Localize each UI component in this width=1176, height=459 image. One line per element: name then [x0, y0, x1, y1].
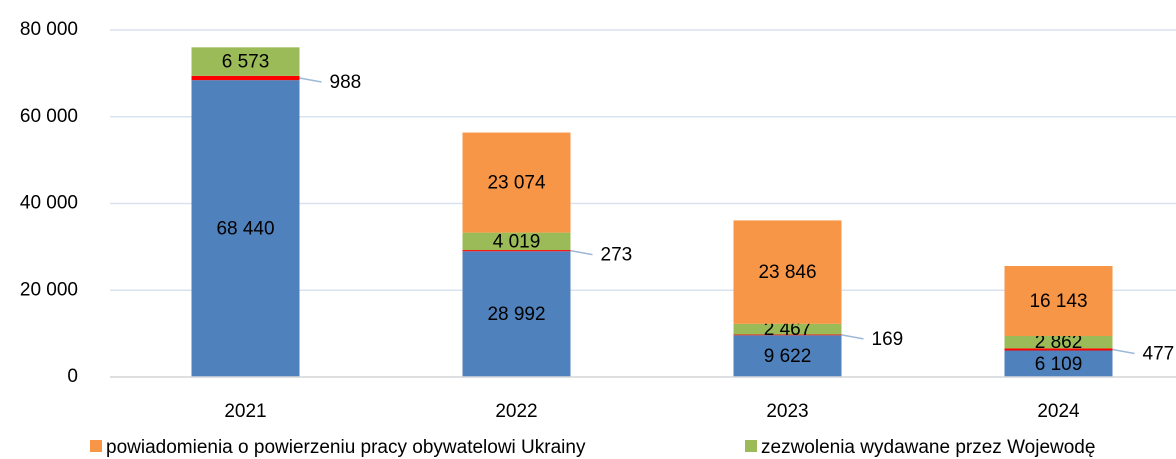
legend-label: zezwolenia wydawane przez Wojewodę — [761, 437, 1095, 458]
x-tick-label: 2021 — [224, 401, 266, 422]
data-label: 6 109 — [1035, 354, 1083, 375]
data-label: 23 846 — [758, 262, 816, 283]
bar-segment — [733, 334, 842, 336]
data-label: 4 019 — [493, 231, 541, 252]
leader-line — [570, 249, 593, 256]
legend-swatch — [90, 440, 102, 452]
legend-swatch — [745, 440, 757, 452]
bar-segment — [462, 232, 571, 251]
x-tick-label: 2023 — [766, 401, 808, 422]
data-label: 2 467 — [764, 319, 812, 340]
data-label: 2 862 — [1035, 332, 1083, 353]
bar-segment — [733, 335, 842, 377]
bar-segment — [191, 80, 300, 377]
bar-segment — [462, 250, 571, 252]
bar-segment — [191, 47, 300, 76]
data-label: 9 622 — [764, 346, 812, 367]
bar-segment — [733, 323, 842, 335]
bar-segment — [191, 75, 300, 81]
y-tick-label: 40 000 — [20, 193, 78, 214]
data-label: 68 440 — [216, 219, 274, 240]
bar-segment — [462, 251, 571, 377]
leader-line — [299, 77, 322, 83]
data-label: 16 143 — [1029, 291, 1087, 312]
leader-line — [1112, 348, 1135, 355]
y-tick-label: 60 000 — [20, 106, 78, 127]
y-tick-label: 0 — [67, 366, 78, 387]
data-label: 23 074 — [487, 173, 546, 194]
x-tick-label: 2024 — [1037, 401, 1080, 422]
data-label: 988 — [330, 72, 362, 93]
data-label: 477 — [1143, 343, 1175, 364]
bar-segment — [733, 220, 842, 324]
y-tick-label: 20 000 — [20, 279, 78, 300]
data-label: 273 — [601, 245, 633, 266]
y-tick-label: 80 000 — [20, 19, 78, 40]
data-label: 28 992 — [487, 304, 545, 325]
leader-line — [841, 334, 864, 340]
bar-segment — [1004, 265, 1113, 337]
bar-segment — [1004, 336, 1113, 349]
legend-label: powiadomienia o powierzeniu pracy obywat… — [106, 437, 586, 458]
x-tick-label: 2022 — [495, 401, 537, 422]
bar-segment — [1004, 350, 1113, 377]
data-label: 169 — [872, 329, 904, 350]
bar-segment — [1004, 348, 1113, 351]
bar-segment — [462, 132, 571, 233]
data-label: 6 573 — [222, 52, 270, 73]
